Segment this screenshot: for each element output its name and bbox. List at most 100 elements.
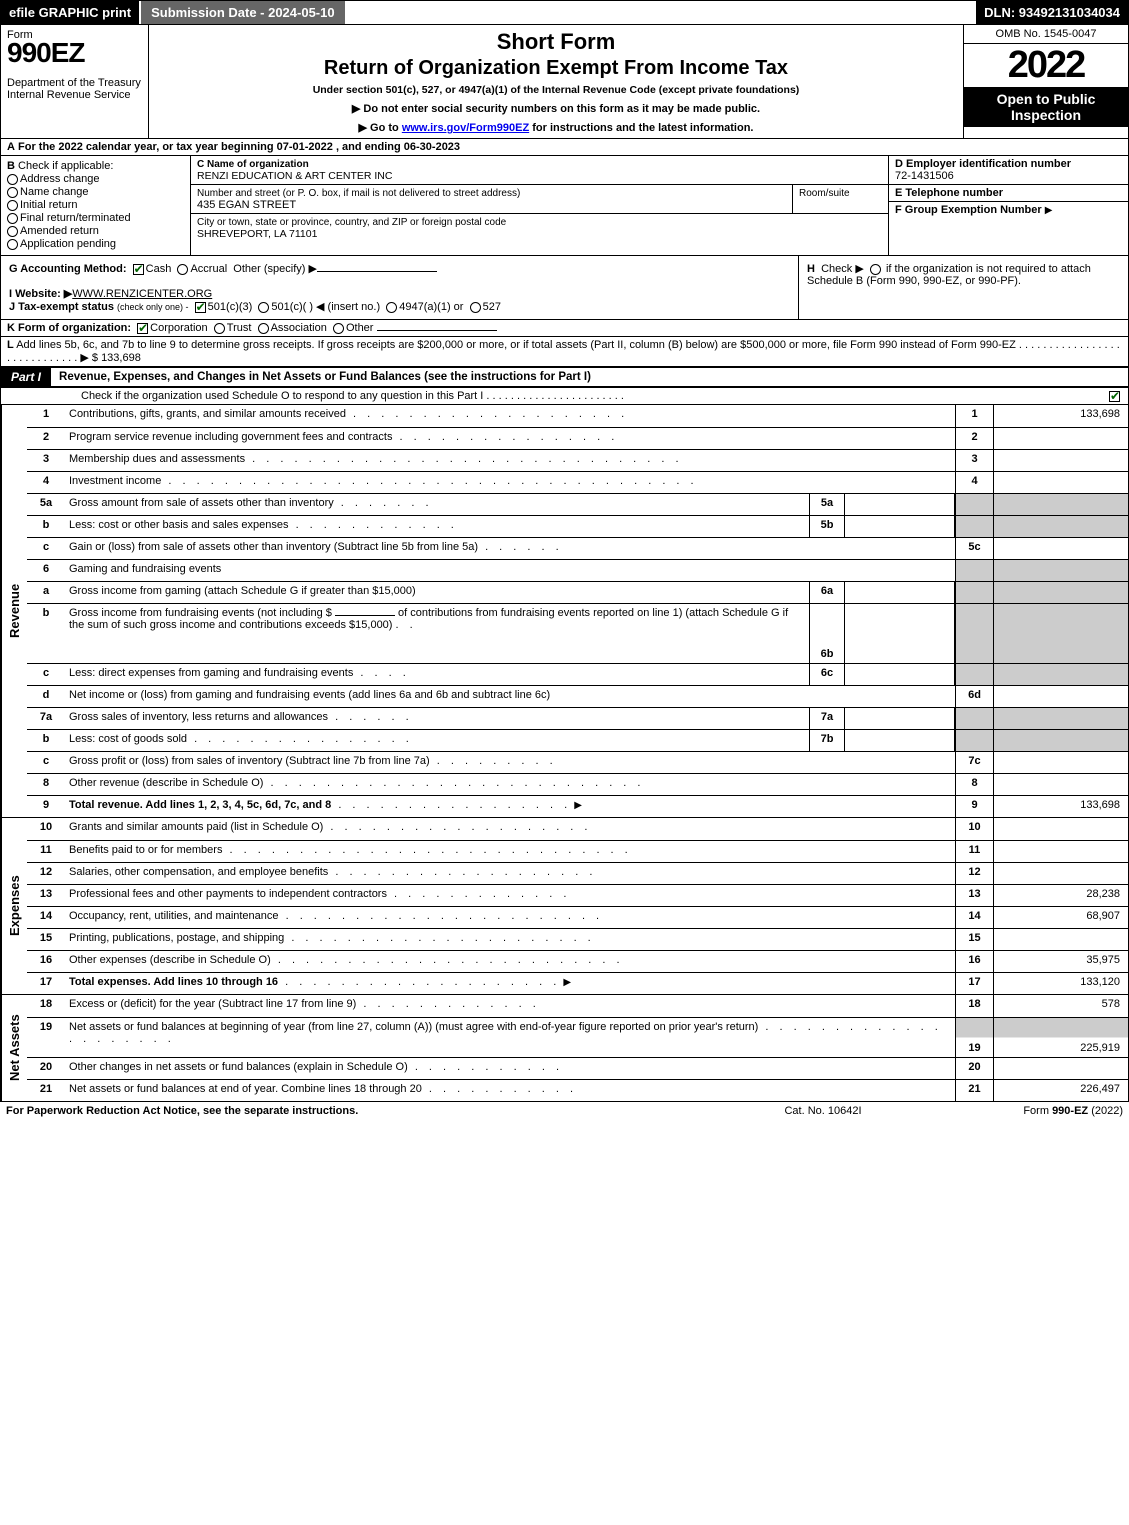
section-b-label: B (7, 160, 15, 172)
header-right: OMB No. 1545-0047 2022 Open to Public In… (963, 25, 1128, 138)
section-b: B Check if applicable: Address change Na… (1, 156, 191, 255)
row-6c: c Less: direct expenses from gaming and … (27, 663, 1128, 685)
check-association[interactable] (258, 323, 269, 334)
row-19: 19 Net assets or fund balances at beginn… (27, 1017, 1128, 1057)
row-9-num: 9 (27, 796, 65, 817)
row-6a: a Gross income from gaming (attach Sched… (27, 581, 1128, 603)
row-20: 20 Other changes in net assets or fund b… (27, 1057, 1128, 1079)
check-address-change[interactable]: Address change (7, 173, 184, 185)
l-label: L (7, 339, 14, 351)
check-501c3[interactable] (195, 302, 206, 313)
check-corporation[interactable] (137, 323, 148, 334)
section-l: L Add lines 5b, 6c, and 7b to line 9 to … (0, 337, 1129, 367)
check-schedule-b[interactable] (870, 264, 881, 275)
row-11-rn: 11 (955, 841, 993, 862)
k-label: K Form of organization: (7, 322, 131, 334)
row-15-desc: Printing, publications, postage, and shi… (69, 932, 284, 944)
row-6c-grey (955, 664, 993, 685)
revenue-vlabel: Revenue (1, 405, 27, 817)
row-18-desc: Excess or (deficit) for the year (Subtra… (69, 998, 356, 1010)
row-1-num: 1 (27, 405, 65, 427)
l-value: 133,698 (101, 352, 141, 364)
row-2-num: 2 (27, 428, 65, 449)
row-5a: 5a Gross amount from sale of assets othe… (27, 493, 1128, 515)
footer-left: For Paperwork Reduction Act Notice, see … (6, 1105, 723, 1117)
row-11-desc: Benefits paid to or for members (69, 844, 222, 856)
row-6b-num: b (27, 604, 65, 663)
expenses-body: 10 Grants and similar amounts paid (list… (27, 818, 1128, 994)
row-5a-sv (845, 494, 955, 515)
website-value[interactable]: WWW.RENZICENTER.ORG (72, 288, 212, 300)
section-g: G Accounting Method: Cash Accrual Other … (1, 256, 798, 319)
part-i-sub-text: Check if the organization used Schedule … (81, 390, 483, 402)
row-6: 6 Gaming and fundraising events (27, 559, 1128, 581)
row-4-num: 4 (27, 472, 65, 493)
check-final-return[interactable]: Final return/terminated (7, 212, 184, 224)
row-5c-val (993, 538, 1128, 559)
opt-association: Association (271, 322, 327, 334)
row-8: 8 Other revenue (describe in Schedule O)… (27, 773, 1128, 795)
row-4-rn: 4 (955, 472, 993, 493)
row-16-val: 35,975 (993, 951, 1128, 972)
check-accrual[interactable] (177, 264, 188, 275)
check-amended-return[interactable]: Amended return (7, 225, 184, 237)
row-1: 1 Contributions, gifts, grants, and simi… (27, 405, 1128, 427)
row-10-num: 10 (27, 818, 65, 840)
footer-right-post: (2022) (1088, 1105, 1123, 1117)
form-number: 990EZ (7, 37, 142, 69)
irs-link[interactable]: www.irs.gov/Form990EZ (402, 122, 529, 134)
tax-exempt-label: J Tax-exempt status (9, 301, 114, 313)
k-other-input[interactable] (377, 330, 497, 331)
check-527[interactable] (470, 302, 481, 313)
check-4947[interactable] (386, 302, 397, 313)
row-3-desc: Membership dues and assessments (69, 453, 245, 465)
l-arrow: ▶ $ (80, 352, 98, 364)
row-7a-num: 7a (27, 708, 65, 729)
row-21-rn: 21 (955, 1080, 993, 1101)
efile-print-button[interactable]: efile GRAPHIC print (1, 1, 139, 24)
department-label: Department of the Treasury Internal Reve… (7, 77, 142, 101)
check-application-pending[interactable]: Application pending (7, 238, 184, 250)
short-form-title: Short Form (155, 29, 957, 55)
page-footer: For Paperwork Reduction Act Notice, see … (0, 1102, 1129, 1120)
check-501c[interactable] (258, 302, 269, 313)
row-6b-blank[interactable] (335, 615, 395, 616)
row-7b: b Less: cost of goods sold . . . . . . .… (27, 729, 1128, 751)
row-6-greyval (993, 560, 1128, 581)
row-7a: 7a Gross sales of inventory, less return… (27, 707, 1128, 729)
row-19-val: 225,919 (993, 1018, 1128, 1057)
row-15: 15 Printing, publications, postage, and … (27, 928, 1128, 950)
row-6b-desc1: Gross income from fundraising events (no… (69, 607, 332, 619)
footer-center: Cat. No. 10642I (723, 1105, 923, 1117)
check-schedule-o[interactable] (1109, 391, 1120, 402)
check-initial-return[interactable]: Initial return (7, 199, 184, 211)
check-name-change[interactable]: Name change (7, 186, 184, 198)
check-k-other[interactable] (333, 323, 344, 334)
other-specify-input[interactable] (317, 271, 437, 272)
row-12-num: 12 (27, 863, 65, 884)
row-17-desc: Total expenses. Add lines 10 through 16 (69, 976, 278, 988)
row-17: 17 Total expenses. Add lines 10 through … (27, 972, 1128, 994)
row-18: 18 Excess or (deficit) for the year (Sub… (27, 995, 1128, 1017)
row-12-val (993, 863, 1128, 884)
row-17-num: 17 (27, 973, 65, 994)
row-5b-grey (955, 516, 993, 537)
row-6c-greyval (993, 664, 1128, 685)
check-cash[interactable] (133, 264, 144, 275)
row-6b-grey (955, 604, 993, 663)
row-8-num: 8 (27, 774, 65, 795)
row-13: 13 Professional fees and other payments … (27, 884, 1128, 906)
row-21: 21 Net assets or fund balances at end of… (27, 1079, 1128, 1101)
other-label: Other (specify) ▶ (233, 263, 317, 275)
opt-k-other: Other (346, 322, 374, 334)
row-13-desc: Professional fees and other payments to … (69, 888, 387, 900)
form-subtitle: Under section 501(c), 527, or 4947(a)(1)… (155, 84, 957, 96)
section-def: D Employer identification number 72-1431… (888, 156, 1128, 255)
section-f: F Group Exemption Number ▶ (889, 202, 1128, 255)
check-trust[interactable] (214, 323, 225, 334)
row-5b-sv (845, 516, 955, 537)
row-7a-sv (845, 708, 955, 729)
line-a: A For the 2022 calendar year, or tax yea… (0, 139, 1129, 156)
row-10-rn: 10 (955, 818, 993, 840)
row-6d-rn: 6d (955, 686, 993, 707)
